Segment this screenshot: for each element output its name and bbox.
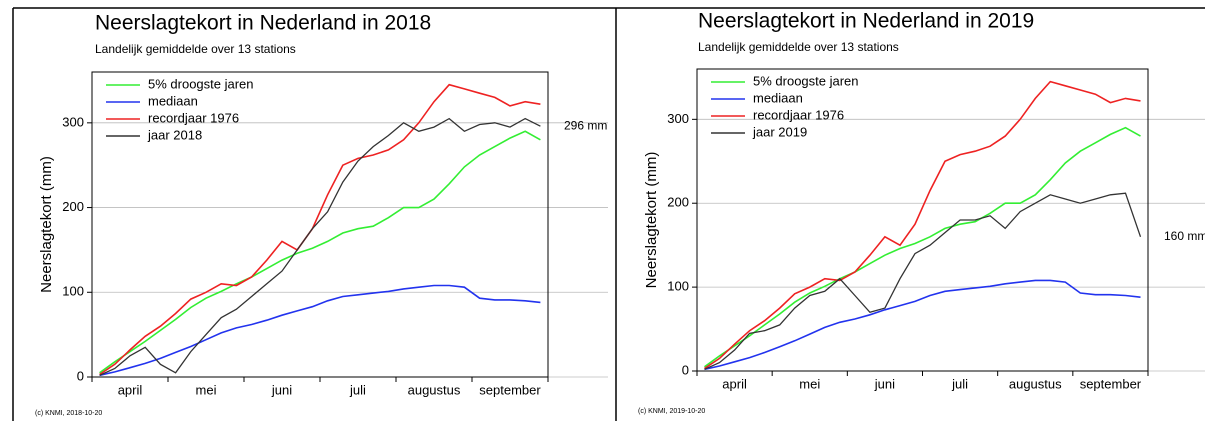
data-line	[99, 83, 541, 376]
legend-label: recordjaar 1976	[148, 110, 239, 125]
x-tick-label: augustus	[1009, 376, 1062, 391]
x-tick-label: september	[1080, 376, 1142, 391]
y-axis-label: Neerslagtekort (mm)	[643, 152, 660, 289]
chart: 0 100 200 300 april mei juni juli augustus septem…	[638, 10, 1205, 415]
legend-label: 5% droogste jaren	[148, 76, 254, 91]
y-tick-label: 300	[62, 114, 84, 129]
x-tick-label: mei	[799, 376, 820, 391]
y-tick-label: 300	[667, 111, 689, 126]
end-annotation: 160 mm	[1164, 229, 1205, 243]
y-tick-label: 200	[667, 195, 689, 210]
data-line	[704, 126, 1141, 368]
chart: 0 100 200 300 april mei juni juli augustus septem…	[35, 12, 608, 417]
y-axis-label: Neerslagtekort (mm)	[38, 156, 55, 293]
data-line	[99, 130, 541, 374]
y-tick-label: 100	[62, 284, 84, 299]
chart-title: Neerslagtekort in Nederland in 2019	[698, 10, 1034, 33]
legend-label: jaar 2018	[147, 127, 202, 142]
legend-label: mediaan	[148, 93, 198, 108]
data-line	[704, 279, 1141, 371]
x-tick-label: juli	[951, 376, 968, 391]
x-tick-label: mei	[196, 382, 217, 397]
data-line	[99, 284, 541, 377]
x-tick-label: april	[722, 376, 747, 391]
x-tick-label: april	[118, 382, 143, 397]
y-tick-label: 100	[667, 279, 689, 294]
chart-title: Neerslagtekort in Nederland in 2018	[95, 12, 431, 35]
legend-label: jaar 2019	[752, 124, 807, 139]
plot-frame	[91, 71, 549, 378]
data-line	[99, 117, 541, 376]
chart-subtitle: Landelijk gemiddelde over 13 stations	[95, 42, 296, 56]
legend-label: recordjaar 1976	[753, 107, 844, 122]
x-tick-label: juni	[874, 376, 895, 391]
end-annotation: 296 mm	[564, 118, 607, 132]
legend-label: mediaan	[753, 90, 803, 105]
x-tick-label: september	[479, 382, 541, 397]
footer: (c) KNMI, 2019-10-20	[638, 408, 705, 415]
x-tick-label: augustus	[408, 382, 461, 397]
data-line	[704, 192, 1142, 370]
y-tick-label: 0	[682, 362, 689, 377]
footer: (c) KNMI, 2018-10-20	[35, 410, 102, 417]
plot-frame	[696, 68, 1149, 372]
x-tick-label: juli	[349, 382, 366, 397]
y-tick-label: 0	[77, 368, 84, 383]
legend-label: 5% droogste jaren	[753, 73, 859, 88]
data-line	[704, 80, 1141, 370]
chart-subtitle: Landelijk gemiddelde over 13 stations	[698, 40, 899, 54]
x-tick-label: juni	[271, 382, 292, 397]
y-tick-label: 200	[62, 199, 84, 214]
